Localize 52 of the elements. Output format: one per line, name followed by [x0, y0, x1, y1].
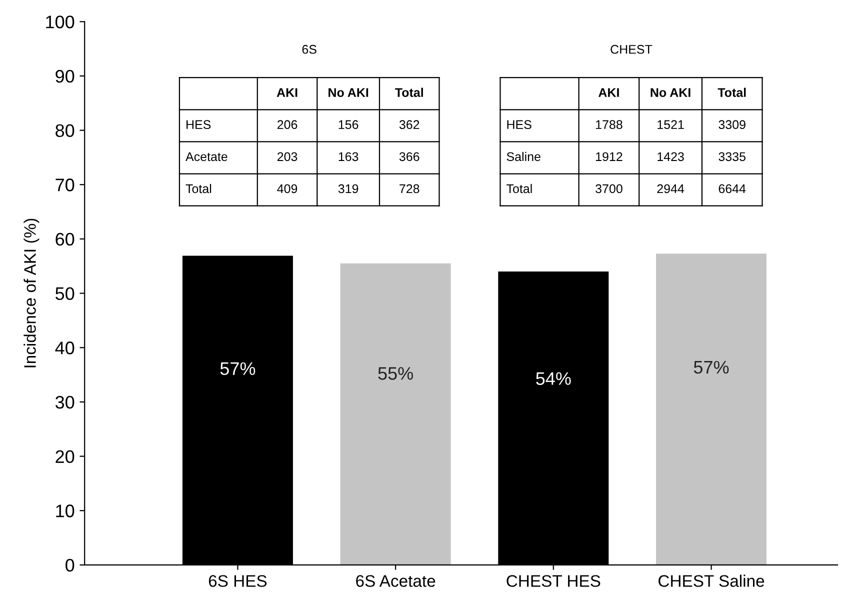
y-tick-label: 20	[56, 450, 74, 463]
annotation: AKI	[276, 88, 298, 97]
y-tick-label: 30	[55, 396, 74, 409]
annotation: Saline	[506, 152, 540, 162]
annotation: No AKI	[328, 88, 368, 97]
x-tick-label: 6S Acetate	[356, 575, 436, 587]
annotation: Total	[718, 88, 746, 97]
annotation: 409	[277, 184, 298, 194]
annotation: Acetate	[186, 152, 228, 162]
data-label: 57%	[694, 360, 729, 374]
annotation: 1423	[658, 152, 684, 162]
annotation: 1788	[596, 120, 622, 130]
annotation: 6644	[718, 184, 746, 194]
annotation: HES	[507, 120, 532, 130]
annotation: 728	[400, 184, 420, 194]
annotation: 203	[277, 152, 298, 162]
annotation: 206	[277, 120, 298, 130]
data-label: 57%	[220, 362, 256, 376]
annotation: AKI	[598, 88, 619, 97]
y-tick-label: 50	[56, 287, 74, 300]
x-tick-label: CHEST HES	[506, 575, 600, 587]
y-tick-label: 70	[56, 178, 74, 192]
annotation: 6S	[302, 44, 316, 54]
x-tick-label: CHEST Saline	[658, 574, 764, 587]
annotation: Total	[395, 88, 423, 97]
annotation: 362	[399, 120, 420, 130]
annotation: Total	[506, 184, 532, 194]
data-label: 55%	[378, 367, 413, 380]
y-tick-label: 80	[56, 124, 74, 138]
annotation: 366	[399, 152, 420, 162]
annotation: 1912	[596, 152, 622, 162]
y-tick-label: 90	[56, 70, 74, 83]
annotation: 163	[338, 152, 358, 162]
y-tick-label: 0	[66, 558, 74, 572]
data-label: 54%	[536, 372, 571, 385]
annotation: 3700	[596, 184, 622, 194]
annotation: 1521	[658, 120, 684, 130]
annotation: 3309	[718, 120, 746, 130]
annotation: 2944	[657, 184, 684, 194]
annotation: HES	[186, 120, 211, 130]
annotation: 156	[338, 120, 358, 130]
annotation: CHEST	[610, 44, 652, 54]
annotation: Total	[186, 184, 212, 194]
y-axis-title: Incidence of AKI (%)	[24, 218, 40, 368]
x-tick-label: 6S HES	[208, 575, 267, 587]
y-tick-label: 100	[46, 16, 74, 28]
annotation: 3335	[718, 152, 746, 162]
y-tick-label: 40	[55, 342, 74, 354]
annotation: 319	[338, 184, 358, 194]
annotation: No AKI	[650, 88, 690, 97]
y-tick-label: 60	[56, 232, 74, 246]
y-tick-label: 10	[56, 504, 74, 518]
